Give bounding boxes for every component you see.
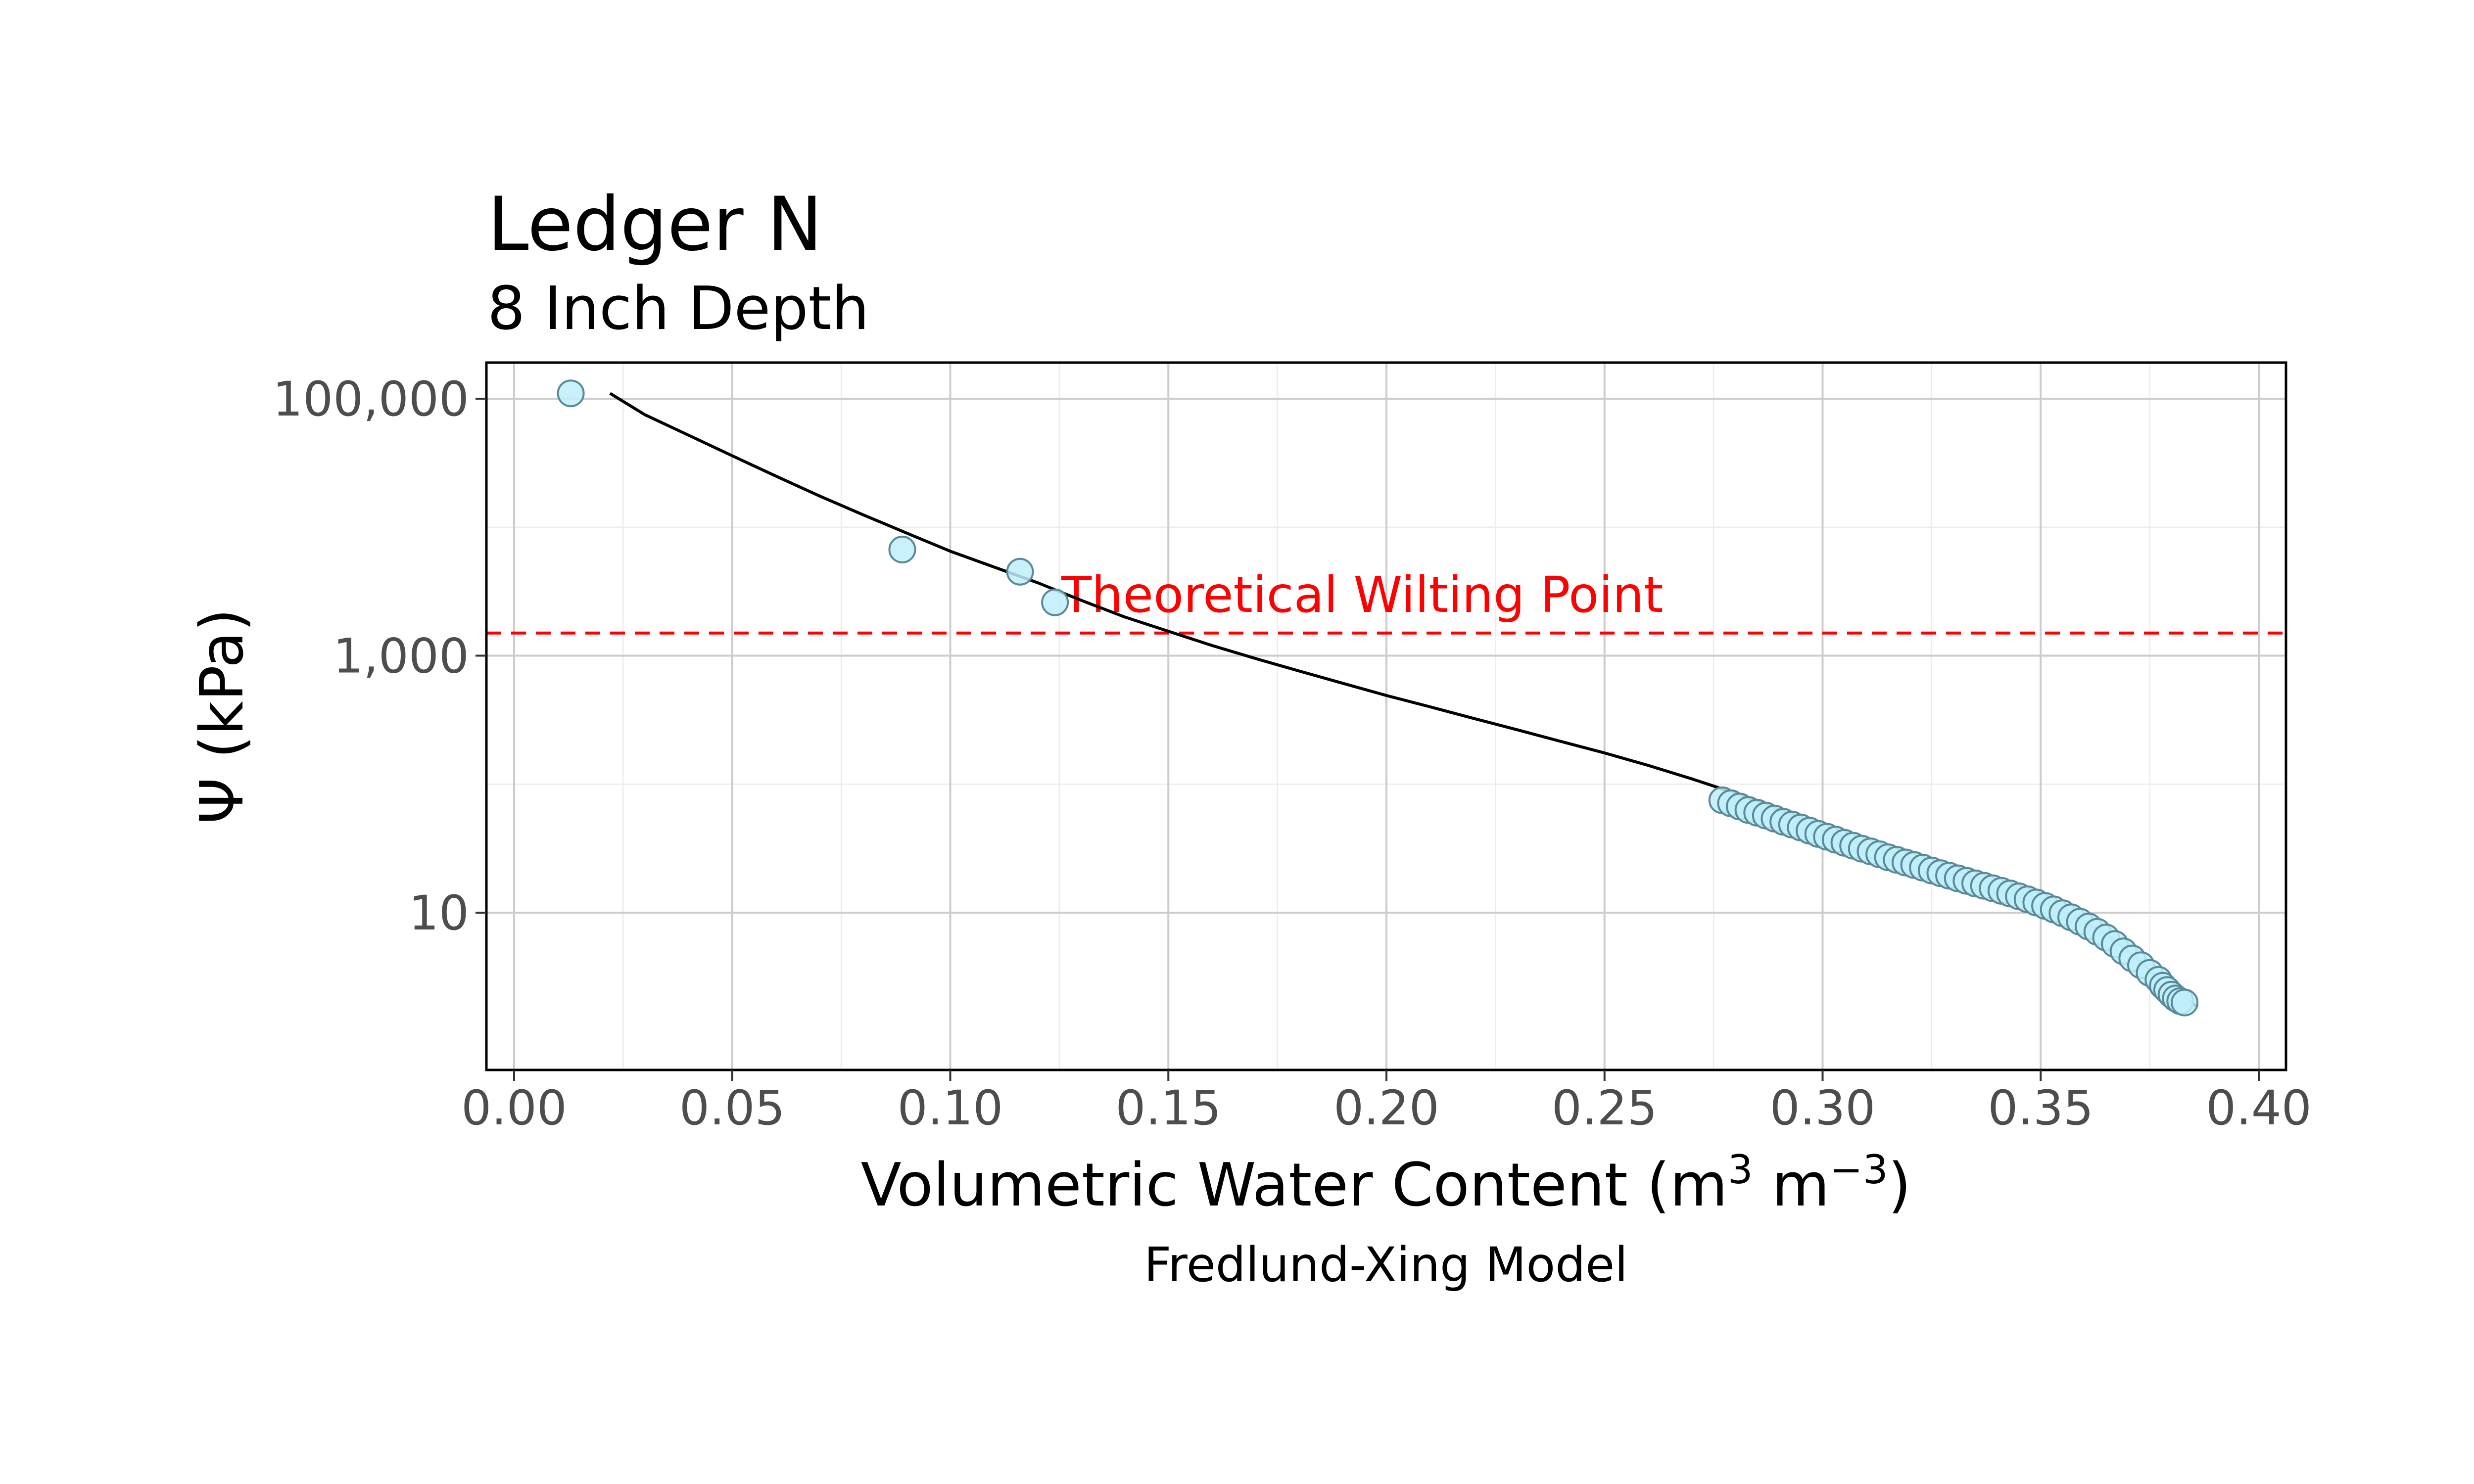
chart-title: Ledger N <box>487 182 823 268</box>
chart-subtitle: 8 Inch Depth <box>487 275 869 343</box>
plot-panel: Theoretical Wilting Point <box>485 361 2287 1071</box>
x-tick-label: 0.35 <box>1988 1080 2093 1136</box>
y-tick-label: 10 <box>409 885 469 941</box>
data-points <box>557 379 2199 1017</box>
data-point <box>1006 557 1034 586</box>
x-tick-label: 0.40 <box>2206 1080 2312 1136</box>
data-point <box>1041 588 1069 616</box>
data-point <box>2171 988 2199 1017</box>
data-point <box>888 535 916 563</box>
y-tick-label: 100,000 <box>273 371 469 427</box>
chart-caption: Fredlund-Xing Model <box>1144 1237 1628 1293</box>
y-tick-label: 1,000 <box>333 629 469 684</box>
x-tick-label: 0.15 <box>1115 1080 1221 1136</box>
wilting-point-label: Theoretical Wilting Point <box>1061 566 1664 624</box>
x-axis-ticks: 0.00 0.05 0.10 0.15 0.20 0.25 0.30 0.35 0.40 <box>461 1070 2312 1136</box>
y-axis-ticks: 10 1,000 100,000 <box>273 371 486 941</box>
x-tick-label: 0.05 <box>679 1080 785 1136</box>
grid-major <box>486 363 2286 1070</box>
y-axis-title: Ψ (kPa) <box>188 608 257 824</box>
x-tick-label: 0.00 <box>461 1080 567 1136</box>
x-tick-label: 0.10 <box>898 1080 1003 1136</box>
x-axis-title: Volumetric Water Content (m3 m−3) <box>861 1147 1911 1220</box>
x-tick-label: 0.20 <box>1333 1080 1439 1136</box>
x-tick-label: 0.25 <box>1552 1080 1658 1136</box>
data-point <box>557 379 585 408</box>
x-tick-label: 0.30 <box>1770 1080 1876 1136</box>
